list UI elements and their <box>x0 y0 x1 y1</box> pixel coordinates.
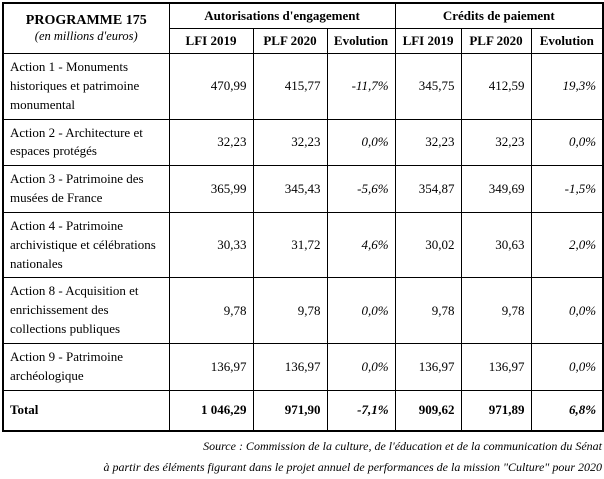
value-cell: 415,77 <box>252 53 328 120</box>
table-row-total: Total 1 046,29 971,90 -7,1% 909,62 971,8… <box>2 389 604 432</box>
value-cell: 31,72 <box>252 211 328 279</box>
value-cell: 136,97 <box>394 342 462 391</box>
table-row-action-2: Action 2 - Architecture et espaces proté… <box>2 118 604 167</box>
total-evolution-cell: -7,1% <box>326 389 396 432</box>
program-title: PROGRAMME 175 <box>25 13 147 28</box>
total-value-cell: 1 046,29 <box>168 389 254 432</box>
value-cell: 30,63 <box>460 211 532 279</box>
evolution-cell: 2,0% <box>530 211 604 279</box>
table-row-action-8: Action 8 - Acquisition et enrichissement… <box>2 277 604 344</box>
value-cell: 354,87 <box>394 165 462 213</box>
evolution-cell: -1,5% <box>530 165 604 213</box>
value-cell: 32,23 <box>460 118 532 167</box>
evolution-cell: 0,0% <box>326 277 396 344</box>
group-header-credits: Crédits de paiement <box>394 2 604 29</box>
source-line-1: Source : Commission de la culture, de l'… <box>203 438 602 453</box>
value-cell: 136,97 <box>168 342 254 391</box>
group-header-autorisations: Autorisations d'engagement <box>168 2 396 29</box>
table-row-action-4: Action 4 - Patrimoine archivistique et c… <box>2 211 604 279</box>
evolution-cell: 4,6% <box>326 211 396 279</box>
header-row-subcols: LFI 2019 PLF 2020 Evolution LFI 2019 PLF… <box>3 28 604 54</box>
value-cell: 349,69 <box>460 165 532 213</box>
evolution-cell: -11,7% <box>326 53 396 120</box>
row-label: Action 3 - Patrimoine des musées de Fran… <box>2 165 170 213</box>
value-cell: 9,78 <box>168 277 254 344</box>
value-cell: 470,99 <box>168 53 254 120</box>
table-row-action-1: Action 1 - Monuments historiques et patr… <box>2 53 604 120</box>
evolution-cell: 0,0% <box>530 342 604 391</box>
value-cell: 136,97 <box>460 342 532 391</box>
evolution-cell: 0,0% <box>530 277 604 344</box>
evolution-cell: 0,0% <box>530 118 604 167</box>
value-cell: 9,78 <box>460 277 532 344</box>
total-value-cell: 909,62 <box>394 389 462 432</box>
source-note: Source : Commission de la culture, de l'… <box>2 436 604 479</box>
value-cell: 32,23 <box>168 118 254 167</box>
row-label: Action 8 - Acquisition et enrichissement… <box>2 277 170 344</box>
total-evolution-cell: 6,8% <box>530 389 604 432</box>
evolution-cell: 0,0% <box>326 118 396 167</box>
evolution-cell: 19,3% <box>530 53 604 120</box>
value-cell: 30,33 <box>168 211 254 279</box>
total-value-cell: 971,90 <box>252 389 328 432</box>
table-row-action-3: Action 3 - Patrimoine des musées de Fran… <box>2 165 604 213</box>
value-cell: 412,59 <box>460 53 532 120</box>
value-cell: 9,78 <box>252 277 328 344</box>
row-label: Action 1 - Monuments historiques et patr… <box>2 53 170 120</box>
value-cell: 9,78 <box>394 277 462 344</box>
row-label: Action 2 - Architecture et espaces proté… <box>2 118 170 167</box>
evolution-cell: 0,0% <box>326 342 396 391</box>
col-header-cp-evolution: Evolution <box>530 28 604 54</box>
col-header-ae-plf2020: PLF 2020 <box>252 28 328 54</box>
value-cell: 136,97 <box>252 342 328 391</box>
program-subtitle: (en millions d'euros) <box>34 29 138 43</box>
program-header-cell: PROGRAMME 175 (en millions d'euros) <box>2 2 170 54</box>
source-line-2: à partir des éléments figurant dans le p… <box>103 460 603 475</box>
col-header-cp-lfi2019: LFI 2019 <box>394 28 462 54</box>
total-value-cell: 971,89 <box>460 389 532 432</box>
total-label: Total <box>2 389 170 432</box>
col-header-ae-lfi2019: LFI 2019 <box>168 28 254 54</box>
col-header-ae-evolution: Evolution <box>326 28 396 54</box>
budget-table: PROGRAMME 175 (en millions d'euros) Auto… <box>2 2 604 432</box>
row-label: Action 9 - Patrimoine archéologique <box>2 342 170 391</box>
header-row-groups: PROGRAMME 175 (en millions d'euros) Auto… <box>2 2 604 54</box>
col-header-cp-plf2020: PLF 2020 <box>460 28 532 54</box>
value-cell: 30,02 <box>394 211 462 279</box>
value-cell: 345,75 <box>394 53 462 120</box>
value-cell: 32,23 <box>252 118 328 167</box>
value-cell: 365,99 <box>168 165 254 213</box>
row-label: Action 4 - Patrimoine archivistique et c… <box>2 211 170 279</box>
value-cell: 32,23 <box>394 118 462 167</box>
evolution-cell: -5,6% <box>326 165 396 213</box>
value-cell: 345,43 <box>252 165 328 213</box>
table-row-action-9: Action 9 - Patrimoine archéologique 136,… <box>2 342 604 391</box>
